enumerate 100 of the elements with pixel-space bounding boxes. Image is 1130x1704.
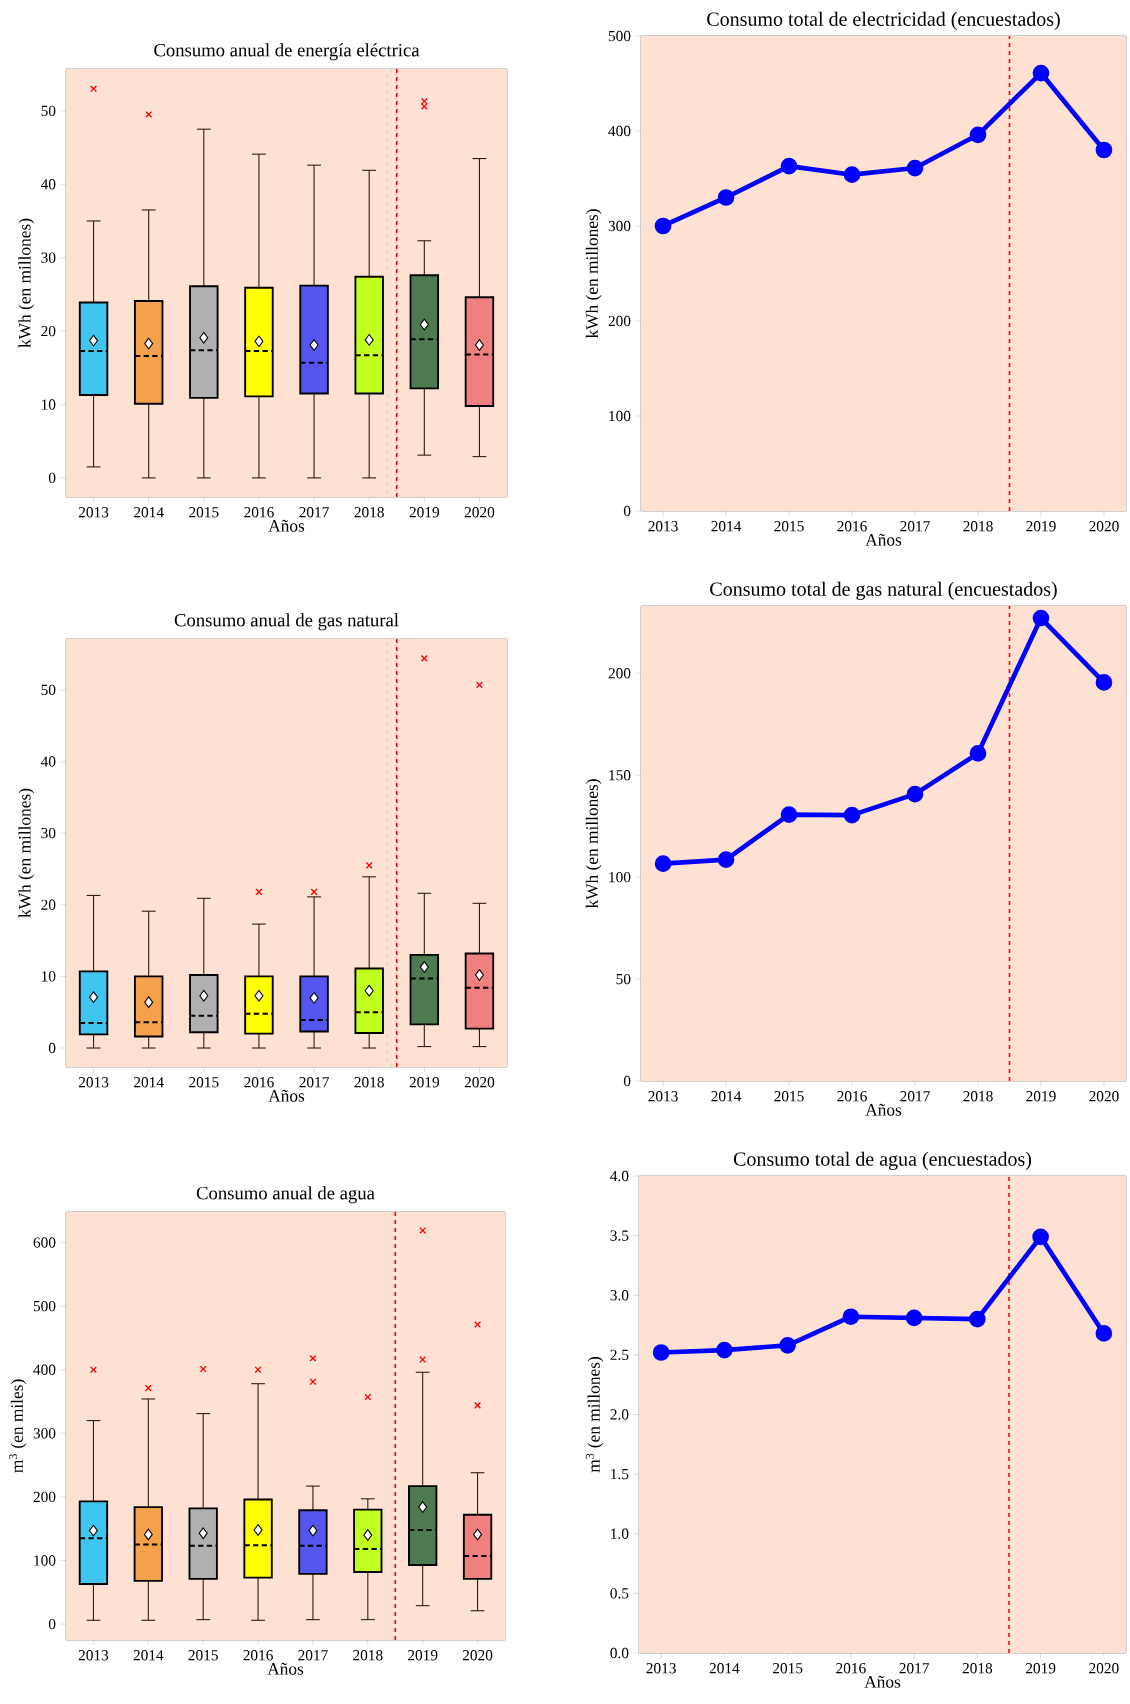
y-axis-title: kWh (en millones) bbox=[18, 218, 35, 348]
point bbox=[1032, 64, 1050, 82]
y-tick-label: 100 bbox=[609, 871, 631, 883]
x-axis-title: Años bbox=[865, 1103, 902, 1116]
y-tick-label: 0 bbox=[623, 1075, 631, 1087]
y-tick-label: 20 bbox=[41, 899, 56, 910]
point bbox=[1032, 1228, 1049, 1246]
x-tick-label: 2014 bbox=[709, 1663, 740, 1674]
x-tick-label: 2014 bbox=[711, 1091, 742, 1102]
x-tick-label: 2014 bbox=[134, 507, 164, 518]
x-tick-label: 2018 bbox=[354, 1077, 384, 1088]
y-tick-label: 2.0 bbox=[610, 1409, 629, 1420]
x-tick-label: 2014 bbox=[133, 1650, 164, 1661]
y-tick-label: 100 bbox=[609, 410, 631, 422]
x-tick-label: 2016 bbox=[837, 521, 867, 532]
y-tick-label: 500 bbox=[33, 1300, 56, 1312]
y-tick-label: 200 bbox=[33, 1491, 56, 1503]
y-tick-label: 4.0 bbox=[610, 1170, 629, 1182]
x-tick-label: 2013 bbox=[78, 1077, 109, 1088]
chart-title: Consumo anual de gas natural bbox=[174, 613, 399, 631]
point bbox=[906, 785, 924, 803]
x-tick-label: 2018 bbox=[353, 1650, 383, 1661]
x-axis-title: Años bbox=[268, 1089, 305, 1102]
y-tick-label: 50 bbox=[41, 105, 56, 117]
x-tick-label: 2018 bbox=[354, 507, 384, 518]
x-tick-label: 2019 bbox=[1025, 1663, 1056, 1674]
point bbox=[843, 806, 861, 824]
y-tick-label: 1.0 bbox=[611, 1528, 629, 1539]
chart-title: Consumo anual de energía eléctrica bbox=[154, 43, 420, 61]
y-tick-label: 100 bbox=[34, 1555, 56, 1566]
point bbox=[780, 806, 798, 823]
x-tick-label: 2016 bbox=[837, 1091, 867, 1102]
y-tick-label: 30 bbox=[41, 827, 56, 839]
x-tick-label: 2019 bbox=[408, 1650, 438, 1661]
x-tick-label: 2016 bbox=[243, 1650, 273, 1661]
y-axis-title: kWh (en millones) bbox=[585, 209, 602, 339]
y-tick-label: 3.5 bbox=[610, 1230, 629, 1241]
x-axis-title: Años bbox=[864, 1675, 901, 1688]
point bbox=[1095, 1325, 1113, 1342]
y-tick-label: 40 bbox=[40, 179, 56, 190]
y-axis-title: kWh (en millones) bbox=[18, 788, 35, 918]
x-tick-label: 2013 bbox=[78, 1650, 109, 1661]
x-tick-label: 2020 bbox=[1089, 521, 1119, 532]
x-tick-label: 2019 bbox=[1026, 521, 1056, 532]
x-tick-label: 2015 bbox=[774, 521, 804, 532]
x-tick-label: 2018 bbox=[963, 1091, 993, 1102]
x-axis-title: Años bbox=[267, 1662, 304, 1675]
point bbox=[1095, 674, 1113, 691]
x-tick-label: 2015 bbox=[189, 1077, 219, 1088]
point bbox=[717, 851, 735, 868]
x-tick-label: 2017 bbox=[900, 1091, 930, 1102]
point bbox=[969, 126, 987, 144]
point bbox=[654, 217, 672, 235]
y-tick-label: 50 bbox=[41, 684, 56, 696]
y-tick-label: 400 bbox=[608, 125, 631, 137]
y-tick-label: 0 bbox=[48, 472, 56, 484]
point bbox=[905, 1309, 923, 1327]
x-tick-label: 2013 bbox=[648, 1091, 678, 1102]
y-tick-label: 0 bbox=[623, 505, 631, 517]
x-tick-label: 2020 bbox=[1089, 1091, 1119, 1102]
x-tick-label: 2020 bbox=[1089, 1663, 1119, 1674]
y-tick-label: 1.5 bbox=[611, 1468, 629, 1480]
x-tick-label: 2017 bbox=[299, 507, 329, 518]
y-tick-label: 0.0 bbox=[610, 1647, 629, 1659]
chart-title: Consumo anual de agua bbox=[196, 1186, 375, 1204]
x-tick-label: 2018 bbox=[962, 1663, 993, 1674]
x-axis-title: Años bbox=[865, 533, 902, 546]
y-axis-title: kWh (en millones) bbox=[585, 779, 602, 909]
y-tick-label: 10 bbox=[41, 399, 56, 410]
x-axis-title: Años bbox=[268, 519, 305, 532]
chart-title: Consumo total de agua (encuestados) bbox=[733, 1151, 1032, 1170]
y-axis-title: m$^{3}$ (en miles) bbox=[8, 1379, 27, 1473]
x-tick-label: 2015 bbox=[774, 1091, 804, 1102]
chart-title: Consumo total de electricidad (encuestados) bbox=[707, 11, 1060, 30]
point bbox=[969, 1310, 986, 1328]
x-tick-label: 2013 bbox=[78, 507, 109, 518]
y-tick-label: 400 bbox=[33, 1364, 56, 1375]
x-tick-label: 2014 bbox=[711, 521, 742, 532]
y-tick-label: 200 bbox=[608, 315, 631, 327]
x-tick-label: 2016 bbox=[836, 1663, 866, 1674]
x-tick-label: 2017 bbox=[900, 521, 930, 532]
y-tick-label: 0.5 bbox=[610, 1588, 629, 1599]
point bbox=[1095, 141, 1113, 159]
y-tick-label: 600 bbox=[33, 1237, 56, 1248]
y-tick-label: 150 bbox=[609, 770, 631, 781]
x-tick-label: 2018 bbox=[963, 521, 993, 532]
x-tick-label: 2016 bbox=[244, 1077, 274, 1088]
x-tick-label: 2016 bbox=[244, 507, 274, 518]
chart-title: Consumo total de gas natural (encuestados) bbox=[710, 581, 1057, 600]
x-tick-label: 2019 bbox=[1026, 1091, 1056, 1102]
y-tick-label: 3.0 bbox=[610, 1290, 629, 1301]
point bbox=[843, 166, 861, 184]
x-tick-label: 2013 bbox=[648, 521, 678, 532]
x-tick-label: 2017 bbox=[298, 1650, 328, 1661]
x-tick-label: 2015 bbox=[189, 507, 219, 518]
point bbox=[969, 745, 987, 762]
y-tick-label: 0 bbox=[48, 1618, 56, 1630]
y-tick-label: 50 bbox=[616, 973, 631, 985]
x-tick-label: 2017 bbox=[299, 1077, 329, 1088]
x-tick-label: 2017 bbox=[899, 1663, 930, 1674]
